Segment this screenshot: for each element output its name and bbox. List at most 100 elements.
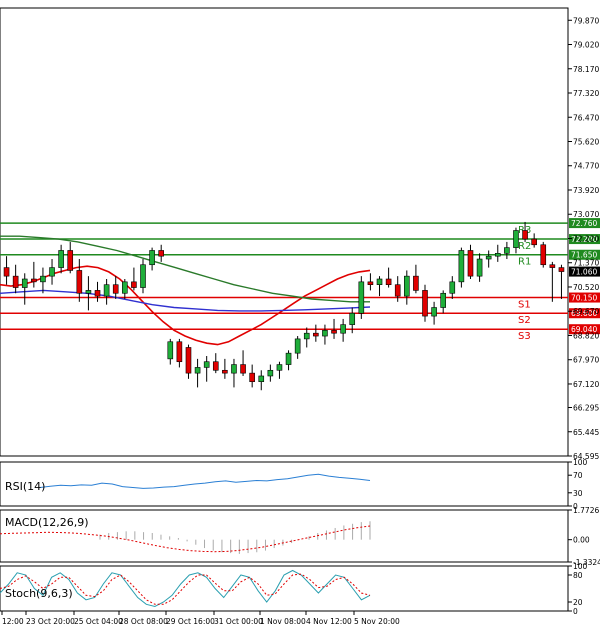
- candle-body: [231, 364, 237, 374]
- candle-body: [21, 278, 28, 288]
- macd-signal-line: [0, 525, 371, 553]
- candle-body: [440, 292, 446, 308]
- level-price-box: [569, 234, 600, 245]
- price-axis: 79.870 79.020 78.170 77.320 76.470 75.620 74.7…: [568, 16, 599, 461]
- candle-body: [122, 281, 128, 294]
- time-tick-label: 25 Oct 04:00: [74, 617, 123, 626]
- candle-body: [140, 264, 146, 288]
- candle-body: [404, 275, 410, 297]
- candle-body: [349, 312, 356, 325]
- candle-body: [185, 347, 192, 374]
- price-tick-label: 67.120: [573, 380, 599, 389]
- price-tick-label: 66.295: [573, 404, 599, 413]
- price-tick-label: 67.970: [573, 356, 599, 365]
- candle-body: [513, 230, 519, 248]
- candle-body: [285, 352, 292, 365]
- ma-line-0: [0, 265, 371, 346]
- candle-body: [85, 290, 92, 294]
- candle-body: [49, 267, 55, 277]
- level-price-label: 69.040: [571, 325, 597, 334]
- ma-line-2: [0, 289, 371, 312]
- candle-body: [558, 267, 565, 272]
- price-tick-label: 73.920: [573, 186, 599, 195]
- candle-body: [385, 278, 392, 286]
- level-price-label: 69.600: [571, 309, 597, 318]
- candle-body: [303, 332, 310, 340]
- level-price-box: [569, 249, 600, 260]
- rsi-tick-label: 0: [573, 502, 578, 511]
- macd-signal-series: [0, 525, 371, 553]
- time-tick-label: 29 Oct 16:00: [166, 617, 215, 626]
- stoch-k-line: [0, 569, 371, 608]
- candle-body: [249, 372, 255, 382]
- time-tick-label: 1 Nov 08:00: [260, 617, 306, 626]
- candle-body: [331, 330, 337, 334]
- level-price-box: [569, 218, 600, 229]
- candle-body: [549, 264, 556, 268]
- stoch-plot-area: [0, 565, 569, 612]
- candle-body: [258, 375, 265, 382]
- moving-averages: [0, 235, 371, 346]
- time-tick-label: 31 Oct 00:00: [214, 617, 263, 626]
- rsi-title: RSI(14): [5, 480, 45, 493]
- level-name-r1: R1: [518, 257, 531, 268]
- rsi-line: [39, 473, 371, 489]
- price-panel: R372.760R272.200R171.650S170.150S269.600…: [0, 7, 600, 461]
- level-price-label: 72.760: [571, 219, 597, 228]
- ma-line-1: [0, 235, 370, 303]
- candles: [3, 221, 565, 391]
- stoch-tick-label: 80: [573, 571, 583, 580]
- rsi-tick-label: 100: [573, 458, 588, 467]
- candle-body: [294, 338, 301, 354]
- price-tick-label: 77.320: [573, 89, 599, 98]
- price-tick-label: 75.620: [573, 138, 599, 147]
- candle-body: [413, 275, 419, 291]
- last-price-label: 71.060: [571, 268, 597, 277]
- candle-body: [458, 250, 465, 283]
- candle-body: [158, 250, 164, 257]
- stoch-tick-label: 100: [573, 562, 588, 571]
- time-tick-label: 5 Nov 20:00: [354, 617, 400, 626]
- candle-body: [212, 361, 219, 371]
- candle-body: [367, 281, 374, 286]
- candle-body: [112, 284, 119, 294]
- candle-body: [431, 307, 437, 317]
- candle-body: [267, 369, 274, 377]
- last-price-box: [569, 266, 600, 277]
- candle-body: [31, 278, 37, 283]
- candle-body: [58, 250, 64, 268]
- level-name-s1: S1: [518, 300, 531, 311]
- candle-body: [76, 270, 83, 294]
- candle-body: [394, 284, 401, 297]
- stoch-lines: [0, 569, 371, 608]
- price-tick-label: 74.770: [573, 162, 599, 171]
- candle-body: [358, 281, 365, 314]
- stoch-tick-label: 0: [573, 607, 578, 616]
- candle-body: [240, 364, 246, 374]
- candle-body: [376, 278, 383, 286]
- price-tick-label: 68.820: [573, 331, 599, 340]
- rsi-panel: RSI(14) 100 70 30 0: [0, 458, 588, 511]
- rsi-tick-label: 30: [573, 489, 583, 498]
- level-price-box: [569, 292, 600, 303]
- level-name-s2: S2: [518, 315, 531, 326]
- candle-body: [485, 255, 492, 260]
- price-tick-label: 69.670: [573, 307, 599, 316]
- price-tick-label: 65.445: [573, 428, 599, 437]
- candle-body: [540, 244, 547, 266]
- macd-tick-label: 0.00: [573, 536, 590, 545]
- level-price-box: [569, 308, 600, 319]
- price-tick-label: 70.520: [573, 283, 599, 292]
- level-price-label: 70.150: [571, 294, 597, 303]
- candle-body: [203, 361, 210, 368]
- candle-body: [313, 332, 319, 337]
- macd-histogram: [99, 521, 371, 554]
- macd-tick-label: 1.7726: [573, 506, 599, 515]
- stoch-d-line: [0, 573, 371, 605]
- candle-body: [149, 250, 155, 266]
- candle-body: [103, 284, 110, 297]
- price-tick-label: 78.170: [573, 65, 599, 74]
- price-tick-label: 73.070: [573, 210, 599, 219]
